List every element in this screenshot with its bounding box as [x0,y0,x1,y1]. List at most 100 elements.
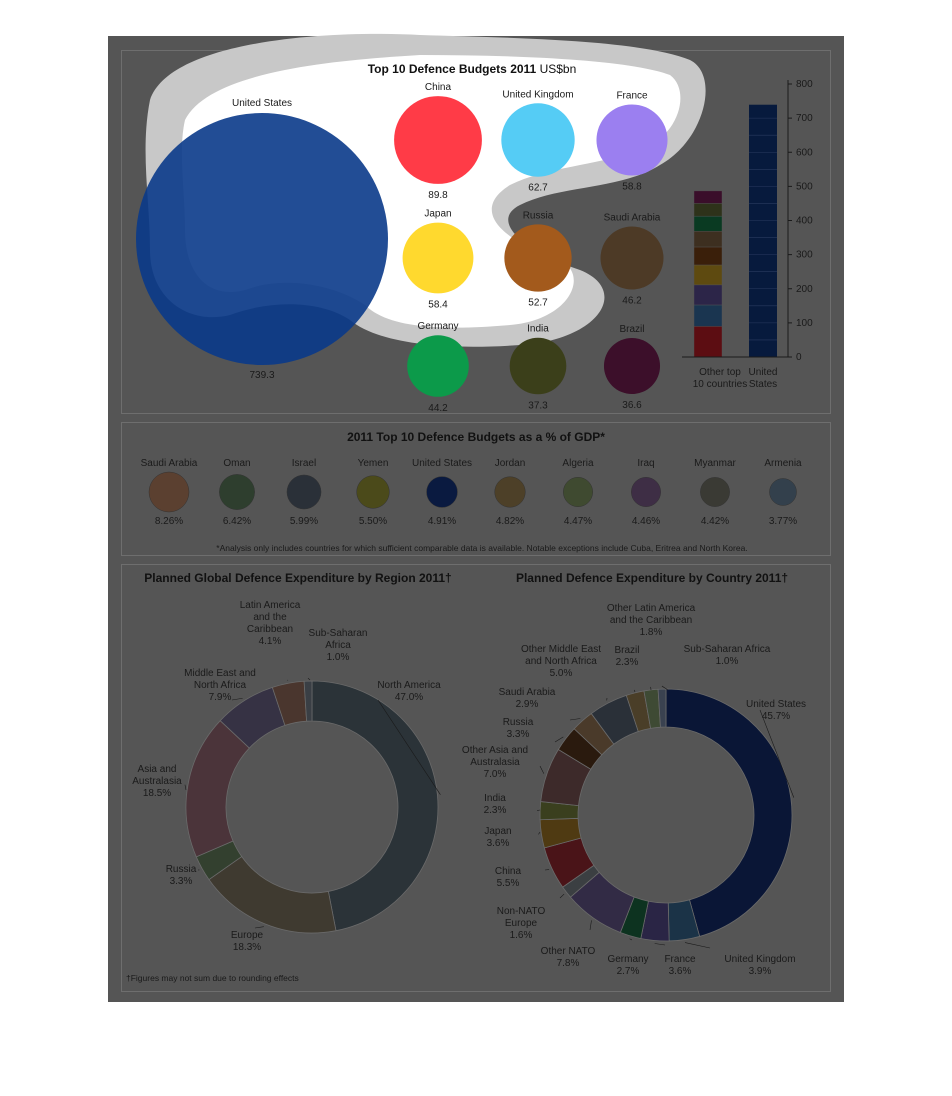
bubble-value-united-states: 739.3 [249,370,274,381]
stacked-segment-united-kingdom [693,304,723,327]
country-leader-united-kingdom [684,942,711,949]
stacked-segment-saudi-arabia [693,231,723,248]
stacked-y-tick-label: 800 [796,79,813,90]
region-slice-asia-and [185,720,250,858]
gdp-bubble-jordan [494,476,526,508]
region-title: Planned Global Defence Expenditure by Re… [144,571,451,585]
country-leader-other-nato [589,920,592,931]
bubble-russia [504,224,572,292]
stacked-y-tick-label: 300 [796,250,813,261]
country-label-russia: Russia 3.3% [503,717,534,740]
bubble-label-china: China [425,82,452,93]
country-leader-brazil [634,689,636,693]
region-slice-sub-saharan [303,680,313,722]
country-label-other-nato: Other NATO 7.8% [541,946,596,969]
country-leader-india [537,809,541,811]
country-leader-france [654,943,666,946]
region-label-europe: Europe 18.3% [231,930,264,953]
bubble-china [394,96,482,184]
gdp-bubble-algeria [563,477,593,507]
region-label-asia-and: Asia and Australasia 18.5% [132,764,182,799]
gdp-value-yemen: 5.50% [359,516,387,527]
bubble-label-russia: Russia [523,210,554,221]
gdp-label-algeria: Algeria [562,458,594,469]
region-leader-europe [254,926,264,929]
gdp-label-oman: Oman [223,458,250,469]
gdp-bubble-armenia [769,478,797,506]
region-leader-middle-east-and [231,697,243,701]
stacked-y-tick-label: 400 [796,216,813,227]
bubble-value-india: 37.3 [528,400,548,411]
bubble-brazil [603,337,661,395]
bubble-value-saudi-arabia: 46.2 [622,295,642,306]
country-label-non-nato: Non-NATO Europe 1.6% [497,906,546,941]
country-leader-united-states [759,709,795,798]
bubble-saudi-arabia [600,226,664,290]
bubble-value-china: 89.8 [428,190,448,201]
gdp-label-iraq: Iraq [637,458,654,469]
bubble-label-brazil: Brazil [619,324,644,335]
gdp-bubble-israel [286,474,322,510]
gdp-label-yemen: Yemen [358,458,389,469]
region-label-north-america: North America 47.0% [377,680,441,703]
stacked-y-tick-label: 500 [796,181,813,192]
country-leader-sub-saharan-africa [661,685,669,691]
stacked-segment-france [693,284,723,306]
region-footnote: †Figures may not sum due to rounding eff… [126,973,299,983]
region-label-russia: Russia 3.3% [166,864,197,887]
stacked-category-us: United States [749,367,778,390]
bubble-france [596,104,668,176]
gdp-bubble-united-states [426,476,458,508]
bubble-label-germany: Germany [417,321,458,332]
budgets-title: Top 10 Defence Budgets 2011 US$bn [368,62,577,76]
country-label-other-asia-and: Other Asia and Australasia 7.0% [462,745,528,780]
country-title: Planned Defence Expenditure by Country 2… [516,571,788,585]
bubble-india [509,337,567,395]
gdp-value-oman: 6.42% [223,516,251,527]
country-label-other-middle-east: Other Middle East and North Africa 5.0% [521,644,601,679]
country-label-china: China 5.5% [495,866,522,889]
stacked-y-tick-label: 700 [796,113,813,124]
gdp-label-myanmar: Myanmar [694,458,736,469]
stacked-segment-germany [693,215,723,232]
gdp-bubble-yemen [356,475,390,509]
country-label-brazil: Brazil 2.3% [614,645,639,668]
stacked-segment-brazil [693,190,723,204]
country-label-united-states: United States 45.7% [746,699,806,722]
region-leader-north-america [377,699,441,795]
country-leader-germany [629,938,633,941]
gdp-bubble-saudi-arabia [148,471,190,513]
gdp-value-myanmar: 4.42% [701,516,729,527]
gdp-value-united-states: 4.91% [428,516,456,527]
gdp-label-saudi-arabia: Saudi Arabia [141,458,198,469]
region-donut-chart: Planned Global Defence Expenditure by Re… [126,571,452,983]
stacked-y-tick-label: 600 [796,147,813,158]
country-donut-chart: Planned Defence Expenditure by Country 2… [462,571,806,977]
bubble-value-japan: 58.4 [428,299,448,310]
region-label-latin-america: Latin America and the Caribbean 4.1% [240,600,301,647]
gdp-panel [121,422,831,556]
bubble-value-brazil: 36.6 [622,400,642,411]
region-label-middle-east-and: Middle East and North Africa 7.9% [184,668,256,703]
region-label-sub-saharan: Sub-Saharan Africa 1.0% [309,628,368,663]
country-label-india: India 2.3% [484,793,507,816]
bubble-label-united-states: United States [232,98,292,109]
bubble-label-saudi-arabia: Saudi Arabia [604,213,661,224]
gdp-value-algeria: 4.47% [564,516,592,527]
gdp-value-saudi-arabia: 8.26% [155,516,183,527]
expenditure-panel [121,564,831,992]
gdp-footnote: *Analysis only includes countries for wh… [216,543,747,553]
gdp-bubble-iraq [631,477,661,507]
gdp-bubbles: 2011 Top 10 Defence Budgets as a % of GD… [141,430,802,553]
country-label-germany: Germany 2.7% [607,954,648,977]
country-label-united-kingdom: United Kingdom 3.9% [724,954,795,977]
stacked-category-other: Other top 10 countries [693,367,747,390]
stacked-segment-russia [693,246,723,266]
stacked-segment-china [693,326,723,358]
bubble-united-states [136,113,388,365]
region-leader-sub-saharan [307,677,311,681]
bubble-germany [407,335,469,397]
gdp-bubble-myanmar [700,477,730,507]
country-slice-united-states [665,688,793,937]
region-leader-asia-and [184,784,187,791]
